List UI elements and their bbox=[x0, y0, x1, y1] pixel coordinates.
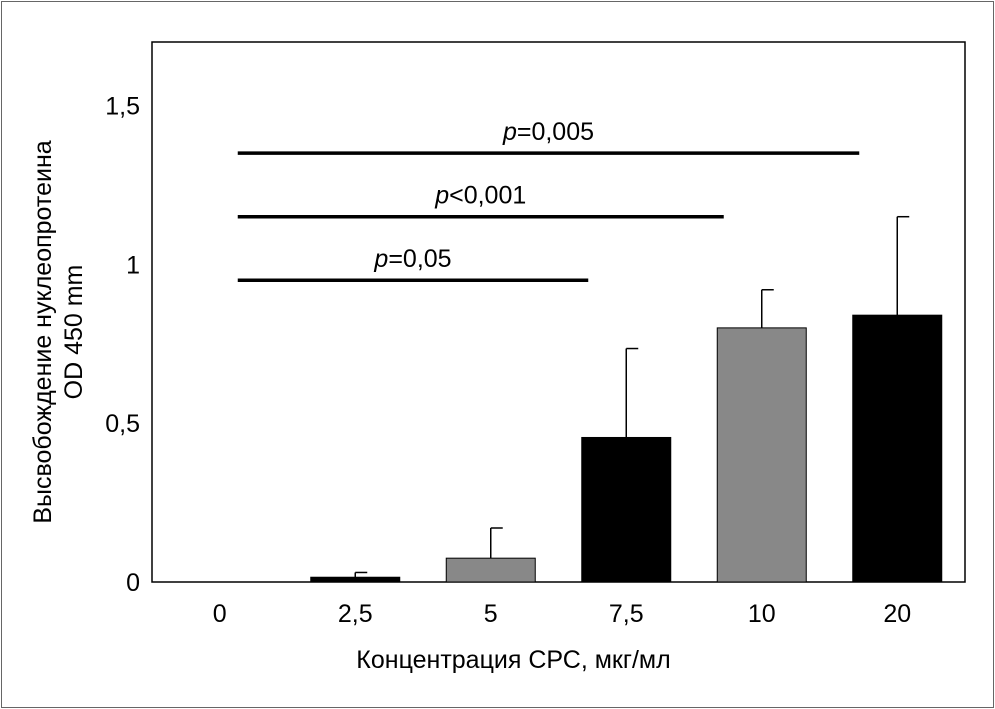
y-tick-label-1: 0,5 bbox=[105, 410, 140, 438]
bar-3 bbox=[581, 436, 672, 583]
plot-area bbox=[151, 41, 966, 583]
y-axis-label-line2: OD 450 mm bbox=[60, 265, 88, 400]
bar-2 bbox=[445, 557, 536, 583]
significance-p-1: p bbox=[434, 182, 449, 210]
x-tick-label-1: 2,5 bbox=[338, 600, 373, 628]
significance-value-2: =0,05 bbox=[388, 245, 451, 273]
significance-p-0: p bbox=[502, 118, 517, 146]
x-tick-label-4: 10 bbox=[748, 600, 776, 628]
x-tick-label-0: 0 bbox=[213, 600, 227, 628]
bar-5 bbox=[852, 314, 943, 583]
x-tick-label-5: 20 bbox=[883, 600, 911, 628]
y-tick-label-2: 1 bbox=[126, 251, 140, 279]
bar-4 bbox=[716, 327, 807, 583]
y-tick-label-0: 0 bbox=[126, 569, 140, 597]
x-tick-label-3: 7,5 bbox=[609, 600, 644, 628]
x-axis-label: Концентрация СРС, мкг/мл bbox=[356, 646, 670, 674]
significance-value-1: <0,001 bbox=[449, 182, 526, 210]
y-axis-label-line1: Высвобождение нуклеопротеина bbox=[29, 140, 57, 523]
x-tick-label-2: 5 bbox=[484, 600, 498, 628]
y-tick-label-3: 1,5 bbox=[105, 93, 140, 121]
bar-1 bbox=[310, 576, 401, 583]
significance-label-2: p=0,05 bbox=[373, 245, 451, 273]
significance-p-2: p bbox=[373, 245, 388, 273]
y-axis-label: Высвобождение нуклеопротеина OD 450 mm bbox=[29, 140, 88, 523]
significance-label-0: p=0,005 bbox=[502, 118, 594, 146]
significance-value-0: =0,005 bbox=[517, 118, 594, 146]
significance-label-1: p<0,001 bbox=[434, 182, 526, 210]
